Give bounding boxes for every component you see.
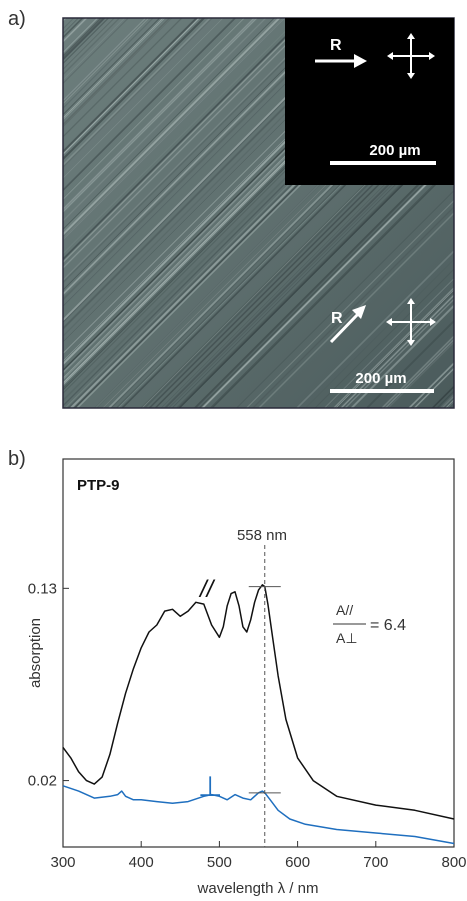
panel-a-label: a) [8, 8, 26, 30]
plot-frame [62, 458, 455, 848]
x-tick-label: 300 [50, 854, 75, 871]
y-axis-label: absorption [27, 618, 44, 688]
x-tick-label: 800 [441, 854, 466, 871]
x-tick-label: 700 [363, 854, 388, 871]
y-tick-label: 0.02 [28, 773, 57, 790]
sample-name: PTP-9 [77, 477, 120, 494]
x-axis-label: wavelength λ / nm [197, 880, 319, 897]
panel-b-label: b) [8, 448, 26, 470]
perp-symbol: ⊥ [198, 771, 222, 802]
x-tick-label: 400 [129, 854, 154, 871]
ratio-annotation: A// A⊥ = 6.4 [333, 602, 406, 646]
peak-label: 558 nm [237, 527, 287, 544]
parallel-symbol: // [198, 576, 216, 603]
x-tick-label: 600 [285, 854, 310, 871]
y-tick-label: 0.13 [28, 580, 57, 597]
series-line-parallel [62, 584, 455, 820]
x-tick-label: 500 [207, 854, 232, 871]
ratio-numerator: A// [336, 602, 353, 618]
ratio-value: = 6.4 [370, 617, 406, 634]
ratio-denominator: A⊥ [336, 630, 358, 646]
series-line-perpendicular [62, 785, 455, 845]
